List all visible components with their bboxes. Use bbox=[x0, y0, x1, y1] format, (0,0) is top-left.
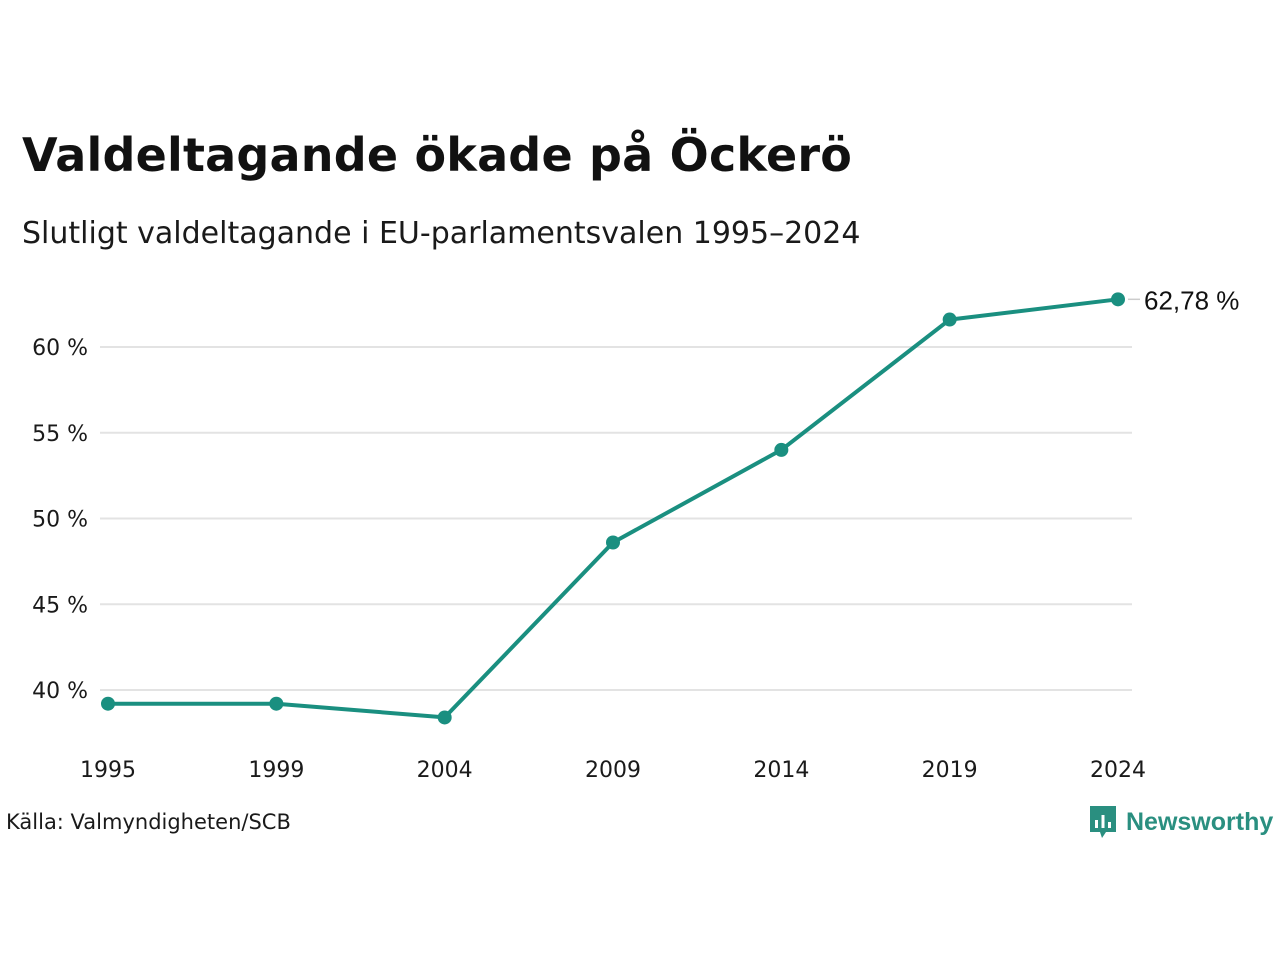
brand-name: Newsworthy bbox=[1126, 807, 1274, 836]
x-tick-label: 2019 bbox=[922, 758, 978, 783]
data-point bbox=[101, 696, 115, 711]
newsworthy-logo-icon bbox=[1090, 806, 1116, 838]
y-tick-label: 45 % bbox=[32, 593, 88, 618]
x-tick-label: 2024 bbox=[1090, 758, 1146, 783]
data-point bbox=[942, 312, 957, 327]
series-line bbox=[106, 297, 1120, 720]
data-point bbox=[1111, 292, 1125, 307]
data-point bbox=[269, 696, 284, 711]
y-tick-label: 40 % bbox=[32, 679, 88, 704]
source-note: Källa: Valmyndigheten/SCB bbox=[6, 810, 291, 834]
data-point bbox=[774, 442, 789, 457]
data-point bbox=[437, 710, 452, 725]
y-tick-label: 50 % bbox=[32, 508, 88, 533]
x-tick-label: 1995 bbox=[80, 758, 136, 783]
y-tick-label: 60 % bbox=[32, 336, 88, 361]
x-tick-label: 1999 bbox=[248, 758, 304, 783]
chart-subtitle: Slutligt valdeltagande i EU-parlamentsva… bbox=[22, 216, 861, 251]
chart-title: Valdeltagande ökade på Öckerö bbox=[22, 128, 853, 182]
y-tick-label: 55 % bbox=[32, 422, 88, 447]
x-tick-label: 2009 bbox=[585, 758, 641, 783]
end-value-label: 62,78 % bbox=[1144, 285, 1239, 315]
brand-logo: Newsworthy bbox=[1088, 804, 1273, 840]
data-point bbox=[606, 535, 620, 550]
x-tick-label: 2004 bbox=[417, 758, 473, 783]
x-tick-label: 2014 bbox=[753, 758, 809, 783]
